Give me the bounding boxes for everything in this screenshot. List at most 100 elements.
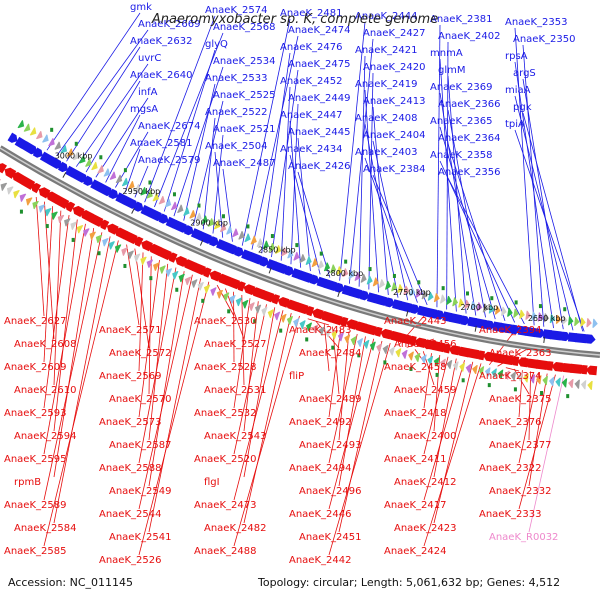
gene-label-anaek-2374: AnaeK_2374 [479, 371, 541, 382]
marker [253, 319, 257, 324]
cog-band-outer [476, 302, 483, 312]
reverse-gene-block [566, 363, 583, 374]
reverse-gene-block [543, 361, 554, 371]
forward-gene-block [108, 188, 119, 200]
marker [357, 353, 361, 358]
forward-gene-block [410, 303, 421, 314]
connector-line [514, 61, 554, 329]
forward-gene-block [222, 241, 239, 255]
gene-label-anaek-2640: AnaeK_2640 [130, 70, 192, 81]
gene-label-anaek-2492: AnaeK_2492 [289, 417, 351, 428]
marker [514, 300, 518, 305]
cog-band-inner [121, 247, 128, 256]
gene-label-anaek-2402: AnaeK_2402 [438, 31, 500, 42]
cog-band-inner [542, 376, 548, 386]
cog-band-inner [369, 341, 376, 351]
cog-band-inner [516, 372, 523, 382]
connector-line [423, 363, 482, 547]
connector-line [328, 343, 391, 556]
reverse-gene-block [395, 332, 412, 345]
tick-label: 3000 kbp [55, 151, 93, 160]
gene-label-anaek-2452: AnaeK_2452 [280, 76, 342, 87]
connector-line [126, 244, 140, 326]
forward-gene-block [524, 326, 541, 338]
reverse-gene-block [122, 231, 138, 245]
gene-label-anaek-2365: AnaeK_2365 [430, 116, 492, 127]
backbone-highlight [0, 147, 600, 356]
gene-label-pgk: pgk [513, 102, 532, 113]
cog-band-outer [500, 306, 507, 316]
gene-label-anaek-2417: AnaeK_2417 [384, 500, 446, 511]
connector-line [514, 27, 535, 326]
cog-band-outer [537, 312, 544, 322]
gene-label-anaek-2669: AnaeK_2669 [138, 19, 200, 30]
cog-band-outer [458, 298, 465, 308]
tick-2650-kbp: 2650 kbp [528, 314, 566, 343]
marker [490, 296, 494, 301]
marker [45, 224, 49, 229]
cog-band-outer [274, 245, 282, 254]
cog-band-inner [286, 316, 294, 325]
cog-band-outer [128, 180, 135, 190]
tick-2700-kbp: 2700 kbp [460, 303, 498, 332]
gene-label-anaek-2608: AnaeK_2608 [14, 339, 76, 350]
connector-line [66, 46, 141, 162]
cog-band-outer [342, 268, 349, 278]
connector-line [514, 129, 585, 332]
tick-label: 2650 kbp [528, 314, 566, 323]
cog-band-inner [254, 304, 262, 314]
forward-gene-block [158, 213, 169, 224]
cog-band-inner [510, 371, 517, 381]
cog-band-outer [421, 290, 428, 300]
cog-band-outer [293, 251, 300, 261]
cog-band-outer [78, 155, 86, 164]
connector-line [53, 236, 111, 524]
cog-band-outer [72, 151, 80, 161]
cog-band-outer [195, 212, 202, 222]
connector-line [328, 338, 375, 510]
connector-line [124, 148, 141, 193]
gene-label-anaek-2589: AnaeK_2589 [4, 500, 66, 511]
gene-label-anaek-2483: AnaeK_2483 [289, 325, 351, 336]
cog-band-outer [152, 192, 159, 202]
forward-gene-block [574, 333, 591, 344]
connector-line [243, 307, 276, 478]
gene-label-anaek-2473: AnaeK_2473 [194, 500, 256, 511]
gene-label-miaa: miaA [505, 85, 531, 96]
reverse-gene-block [65, 201, 76, 213]
cog-band-inner [568, 378, 574, 389]
cog-band-inner [344, 334, 351, 344]
gene-label-anaek-2541: AnaeK_2541 [109, 532, 171, 543]
gene-label-anaek-2594: AnaeK_2594 [14, 431, 76, 442]
cog-band-inner [191, 279, 198, 288]
cog-band-inner [312, 324, 319, 334]
cog-band-outer [592, 318, 598, 328]
forward-gene-block [208, 236, 220, 247]
gene-label-anaek-2520: AnaeK_2520 [194, 454, 256, 465]
gene-label-anaek-2403: AnaeK_2403 [355, 147, 417, 158]
connector-line [297, 137, 311, 272]
gene-label-anaek-2420: AnaeK_2420 [363, 62, 425, 73]
tick-label: 2800 kbp [326, 269, 364, 278]
cog-band-outer [378, 279, 385, 289]
cog-band-outer [409, 287, 416, 297]
marker [97, 251, 101, 256]
gene-label-anaek-2572: AnaeK_2572 [109, 348, 171, 359]
cog-band-outer [170, 201, 178, 211]
cog-band-outer [446, 295, 452, 305]
connector-line [528, 371, 532, 441]
connector-line [528, 375, 565, 533]
map-title: Anaeromyxobacter sp. K, complete genome [151, 12, 438, 27]
gene-label-anaek-2413: AnaeK_2413 [363, 96, 425, 107]
cog-band-inner [452, 361, 459, 371]
gene-labels: gmk AnaeK_2669 AnaeK_2632 uvrC AnaeK_2640inf… [4, 2, 575, 566]
gene-label-anaek-2400: AnaeK_2400 [394, 431, 456, 442]
connector-line [138, 281, 210, 556]
cog-band-inner [89, 231, 96, 241]
gene-label-anaek-2521: AnaeK_2521 [213, 124, 275, 135]
forward-gene-block [7, 132, 18, 143]
gene-label-anaek-2569: AnaeK_2569 [99, 371, 161, 382]
cog-band-outer [48, 137, 55, 147]
gene-label-anaek-2484: AnaeK_2484 [299, 348, 361, 359]
connector-line [338, 340, 383, 533]
